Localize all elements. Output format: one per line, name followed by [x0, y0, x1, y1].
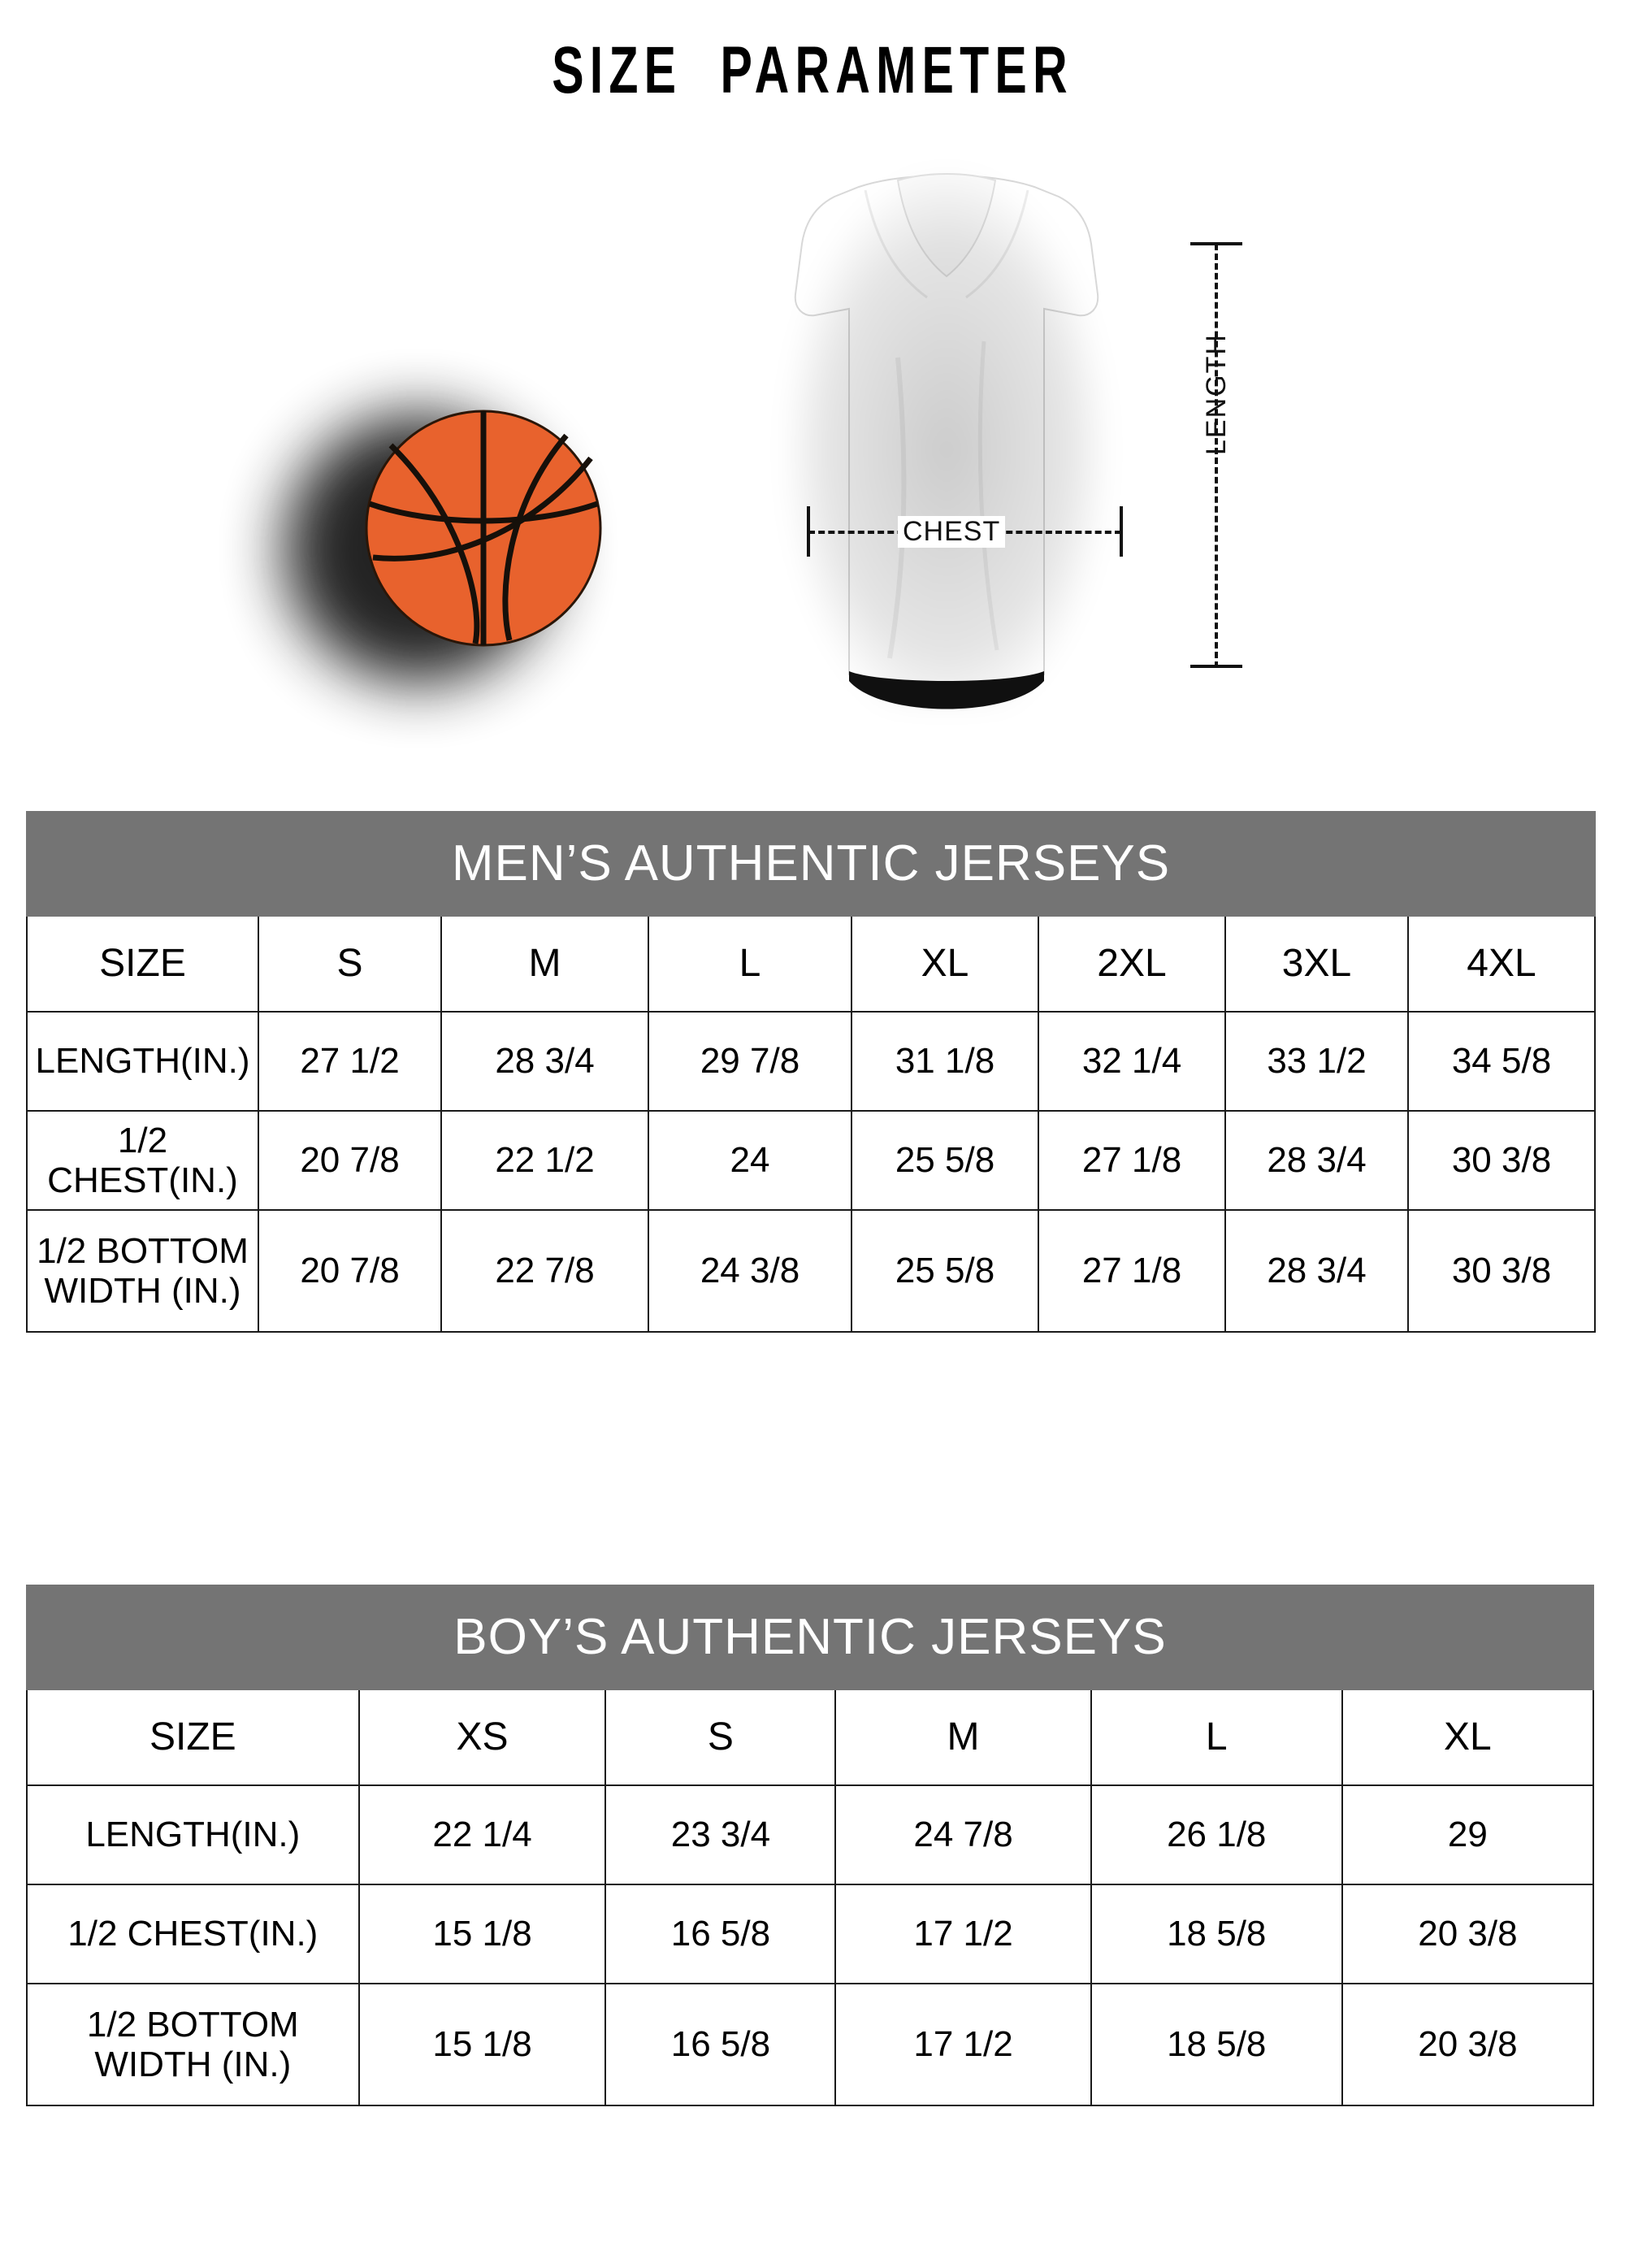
chest-label: CHEST: [898, 516, 1006, 548]
mens-bottom-4xl: 30 3/8: [1407, 1209, 1596, 1333]
mens-chest-2xl: 27 1/8: [1038, 1110, 1226, 1211]
mens-length-4xl: 34 5/8: [1407, 1011, 1596, 1112]
length-label: LENGTH: [1201, 333, 1232, 455]
boys-table-band: BOY’S AUTHENTIC JERSEYS: [26, 1585, 1594, 1690]
length-dashed-line: [1215, 244, 1218, 668]
basketball-icon: [284, 390, 658, 715]
mens-length-3xl: 33 1/2: [1224, 1011, 1409, 1112]
mens-chest-s: 20 7/8: [258, 1110, 442, 1211]
jersey-shadow: [784, 171, 1109, 707]
table-row: LENGTH(IN.) 27 1/2 28 3/4 29 7/8 31 1/8 …: [26, 1011, 1596, 1112]
table-row: LENGTH(IN.) 22 1/4 23 3/4 24 7/8 26 1/8 …: [26, 1784, 1595, 1885]
boys-bottom-m: 17 1/2: [834, 1983, 1092, 2106]
page-title: SIZE PARAMETER: [552, 33, 1073, 107]
boys-header-l: L: [1090, 1689, 1343, 1786]
boys-row-label-length: LENGTH(IN.): [26, 1784, 360, 1885]
boys-header-size: SIZE: [26, 1689, 360, 1786]
length-tick-top: [1190, 242, 1242, 245]
mens-length-s: 27 1/2: [258, 1011, 442, 1112]
boys-header-xs: XS: [358, 1689, 607, 1786]
mens-header-xl: XL: [851, 915, 1039, 1013]
boys-header-xl: XL: [1341, 1689, 1595, 1786]
mens-row-label-bottom-width: 1/2 BOTTOM WIDTH (IN.): [26, 1209, 259, 1333]
boys-size-table: BOY’S AUTHENTIC JERSEYS SIZE XS S M L XL…: [26, 1585, 1595, 2106]
boys-bottom-l: 18 5/8: [1090, 1983, 1343, 2106]
chest-tick-left: [807, 506, 810, 557]
chest-tick-right: [1120, 506, 1123, 557]
mens-bottom-s: 20 7/8: [258, 1209, 442, 1333]
mens-bottom-m: 22 7/8: [440, 1209, 649, 1333]
mens-header-row: SIZE S M L XL 2XL 3XL 4XL: [26, 915, 1596, 1013]
boys-band-title: BOY’S AUTHENTIC JERSEYS: [26, 1585, 1594, 1690]
boys-length-l: 26 1/8: [1090, 1784, 1343, 1885]
mens-header-m: M: [440, 915, 649, 1013]
boys-length-s: 23 3/4: [604, 1784, 837, 1885]
table-row: 1/2 BOTTOM WIDTH (IN.) 15 1/8 16 5/8 17 …: [26, 1983, 1595, 2106]
basketball-graphic: [365, 410, 602, 647]
mens-chest-3xl: 28 3/4: [1224, 1110, 1409, 1211]
mens-bottom-l: 24 3/8: [648, 1209, 852, 1333]
mens-bottom-3xl: 28 3/4: [1224, 1209, 1409, 1333]
mens-bottom-2xl: 27 1/8: [1038, 1209, 1226, 1333]
table-row: 1/2 BOTTOM WIDTH (IN.) 20 7/8 22 7/8 24 …: [26, 1209, 1596, 1333]
mens-row-label-length: LENGTH(IN.): [26, 1011, 259, 1112]
mens-chest-xl: 25 5/8: [851, 1110, 1039, 1211]
boys-chest-m: 17 1/2: [834, 1884, 1092, 1984]
boys-row-label-bottom-width: 1/2 BOTTOM WIDTH (IN.): [26, 1983, 360, 2106]
mens-header-s: S: [258, 915, 442, 1013]
mens-chest-m: 22 1/2: [440, 1110, 649, 1211]
mens-header-2xl: 2XL: [1038, 915, 1226, 1013]
mens-header-l: L: [648, 915, 852, 1013]
boys-row-label-chest: 1/2 CHEST(IN.): [26, 1884, 360, 1984]
jersey-graphic: [794, 172, 1099, 709]
boys-chest-xs: 15 1/8: [358, 1884, 607, 1984]
table-row: 1/2 CHEST(IN.) 15 1/8 16 5/8 17 1/2 18 5…: [26, 1884, 1595, 1984]
mens-size-table: MEN’S AUTHENTIC JERSEYS SIZE S M L XL 2X…: [26, 811, 1596, 1333]
boys-length-xl: 29: [1341, 1784, 1595, 1885]
table-row: 1/2 CHEST(IN.) 20 7/8 22 1/2 24 25 5/8 2…: [26, 1110, 1596, 1211]
mens-chest-4xl: 30 3/8: [1407, 1110, 1596, 1211]
boys-length-xs: 22 1/4: [358, 1784, 607, 1885]
mens-chest-l: 24: [648, 1110, 852, 1211]
boys-header-row: SIZE XS S M L XL: [26, 1689, 1595, 1786]
mens-header-4xl: 4XL: [1407, 915, 1596, 1013]
mens-length-xl: 31 1/8: [851, 1011, 1039, 1112]
mens-length-2xl: 32 1/4: [1038, 1011, 1226, 1112]
length-tick-bottom: [1190, 665, 1242, 668]
boys-bottom-xs: 15 1/8: [358, 1983, 607, 2106]
boys-bottom-s: 16 5/8: [604, 1983, 837, 2106]
boys-chest-s: 16 5/8: [604, 1884, 837, 1984]
measurement-illustration: CHEST LENGTH: [0, 146, 1625, 788]
mens-length-l: 29 7/8: [648, 1011, 852, 1112]
boys-header-s: S: [604, 1689, 837, 1786]
boys-header-m: M: [834, 1689, 1092, 1786]
mens-table-band: MEN’S AUTHENTIC JERSEYS: [26, 811, 1596, 917]
boys-chest-xl: 20 3/8: [1341, 1884, 1595, 1984]
mens-header-size: SIZE: [26, 915, 259, 1013]
mens-length-m: 28 3/4: [440, 1011, 649, 1112]
jersey-icon: [776, 154, 1117, 723]
boys-chest-l: 18 5/8: [1090, 1884, 1343, 1984]
mens-row-label-chest: 1/2 CHEST(IN.): [26, 1110, 259, 1211]
mens-header-3xl: 3XL: [1224, 915, 1409, 1013]
mens-band-title: MEN’S AUTHENTIC JERSEYS: [26, 811, 1596, 917]
boys-length-m: 24 7/8: [834, 1784, 1092, 1885]
mens-bottom-xl: 25 5/8: [851, 1209, 1039, 1333]
boys-bottom-xl: 20 3/8: [1341, 1983, 1595, 2106]
